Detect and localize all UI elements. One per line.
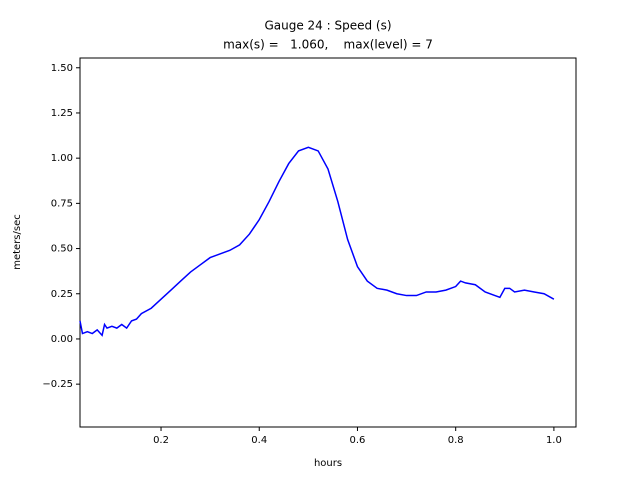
y-tick-label: 0.25 bbox=[51, 289, 73, 300]
y-tick-label: 1.00 bbox=[51, 153, 73, 164]
y-tick-label: 0.50 bbox=[51, 244, 73, 255]
y-tick-label: 0.00 bbox=[51, 334, 73, 345]
y-tick-label: −0.25 bbox=[42, 379, 73, 390]
x-tick-label: 0.6 bbox=[350, 435, 366, 446]
y-tick-label: 0.75 bbox=[51, 198, 73, 209]
x-tick-label: 1.0 bbox=[546, 435, 562, 446]
chart-title: Gauge 24 : Speed (s) bbox=[264, 19, 391, 33]
y-tick-label: 1.25 bbox=[51, 108, 73, 119]
x-tick-label: 0.2 bbox=[153, 435, 169, 446]
plot-frame bbox=[79, 57, 577, 428]
data-line bbox=[79, 146, 555, 337]
x-tick-label: 0.8 bbox=[448, 435, 464, 446]
chart-subtitle: max(s) = 1.060, max(level) = 7 bbox=[223, 38, 433, 52]
y-tick-label: 1.50 bbox=[51, 63, 73, 74]
y-axis-label: meters/sec bbox=[12, 214, 23, 270]
x-axis-label: hours bbox=[314, 458, 342, 469]
x-tick-label: 0.4 bbox=[251, 435, 267, 446]
